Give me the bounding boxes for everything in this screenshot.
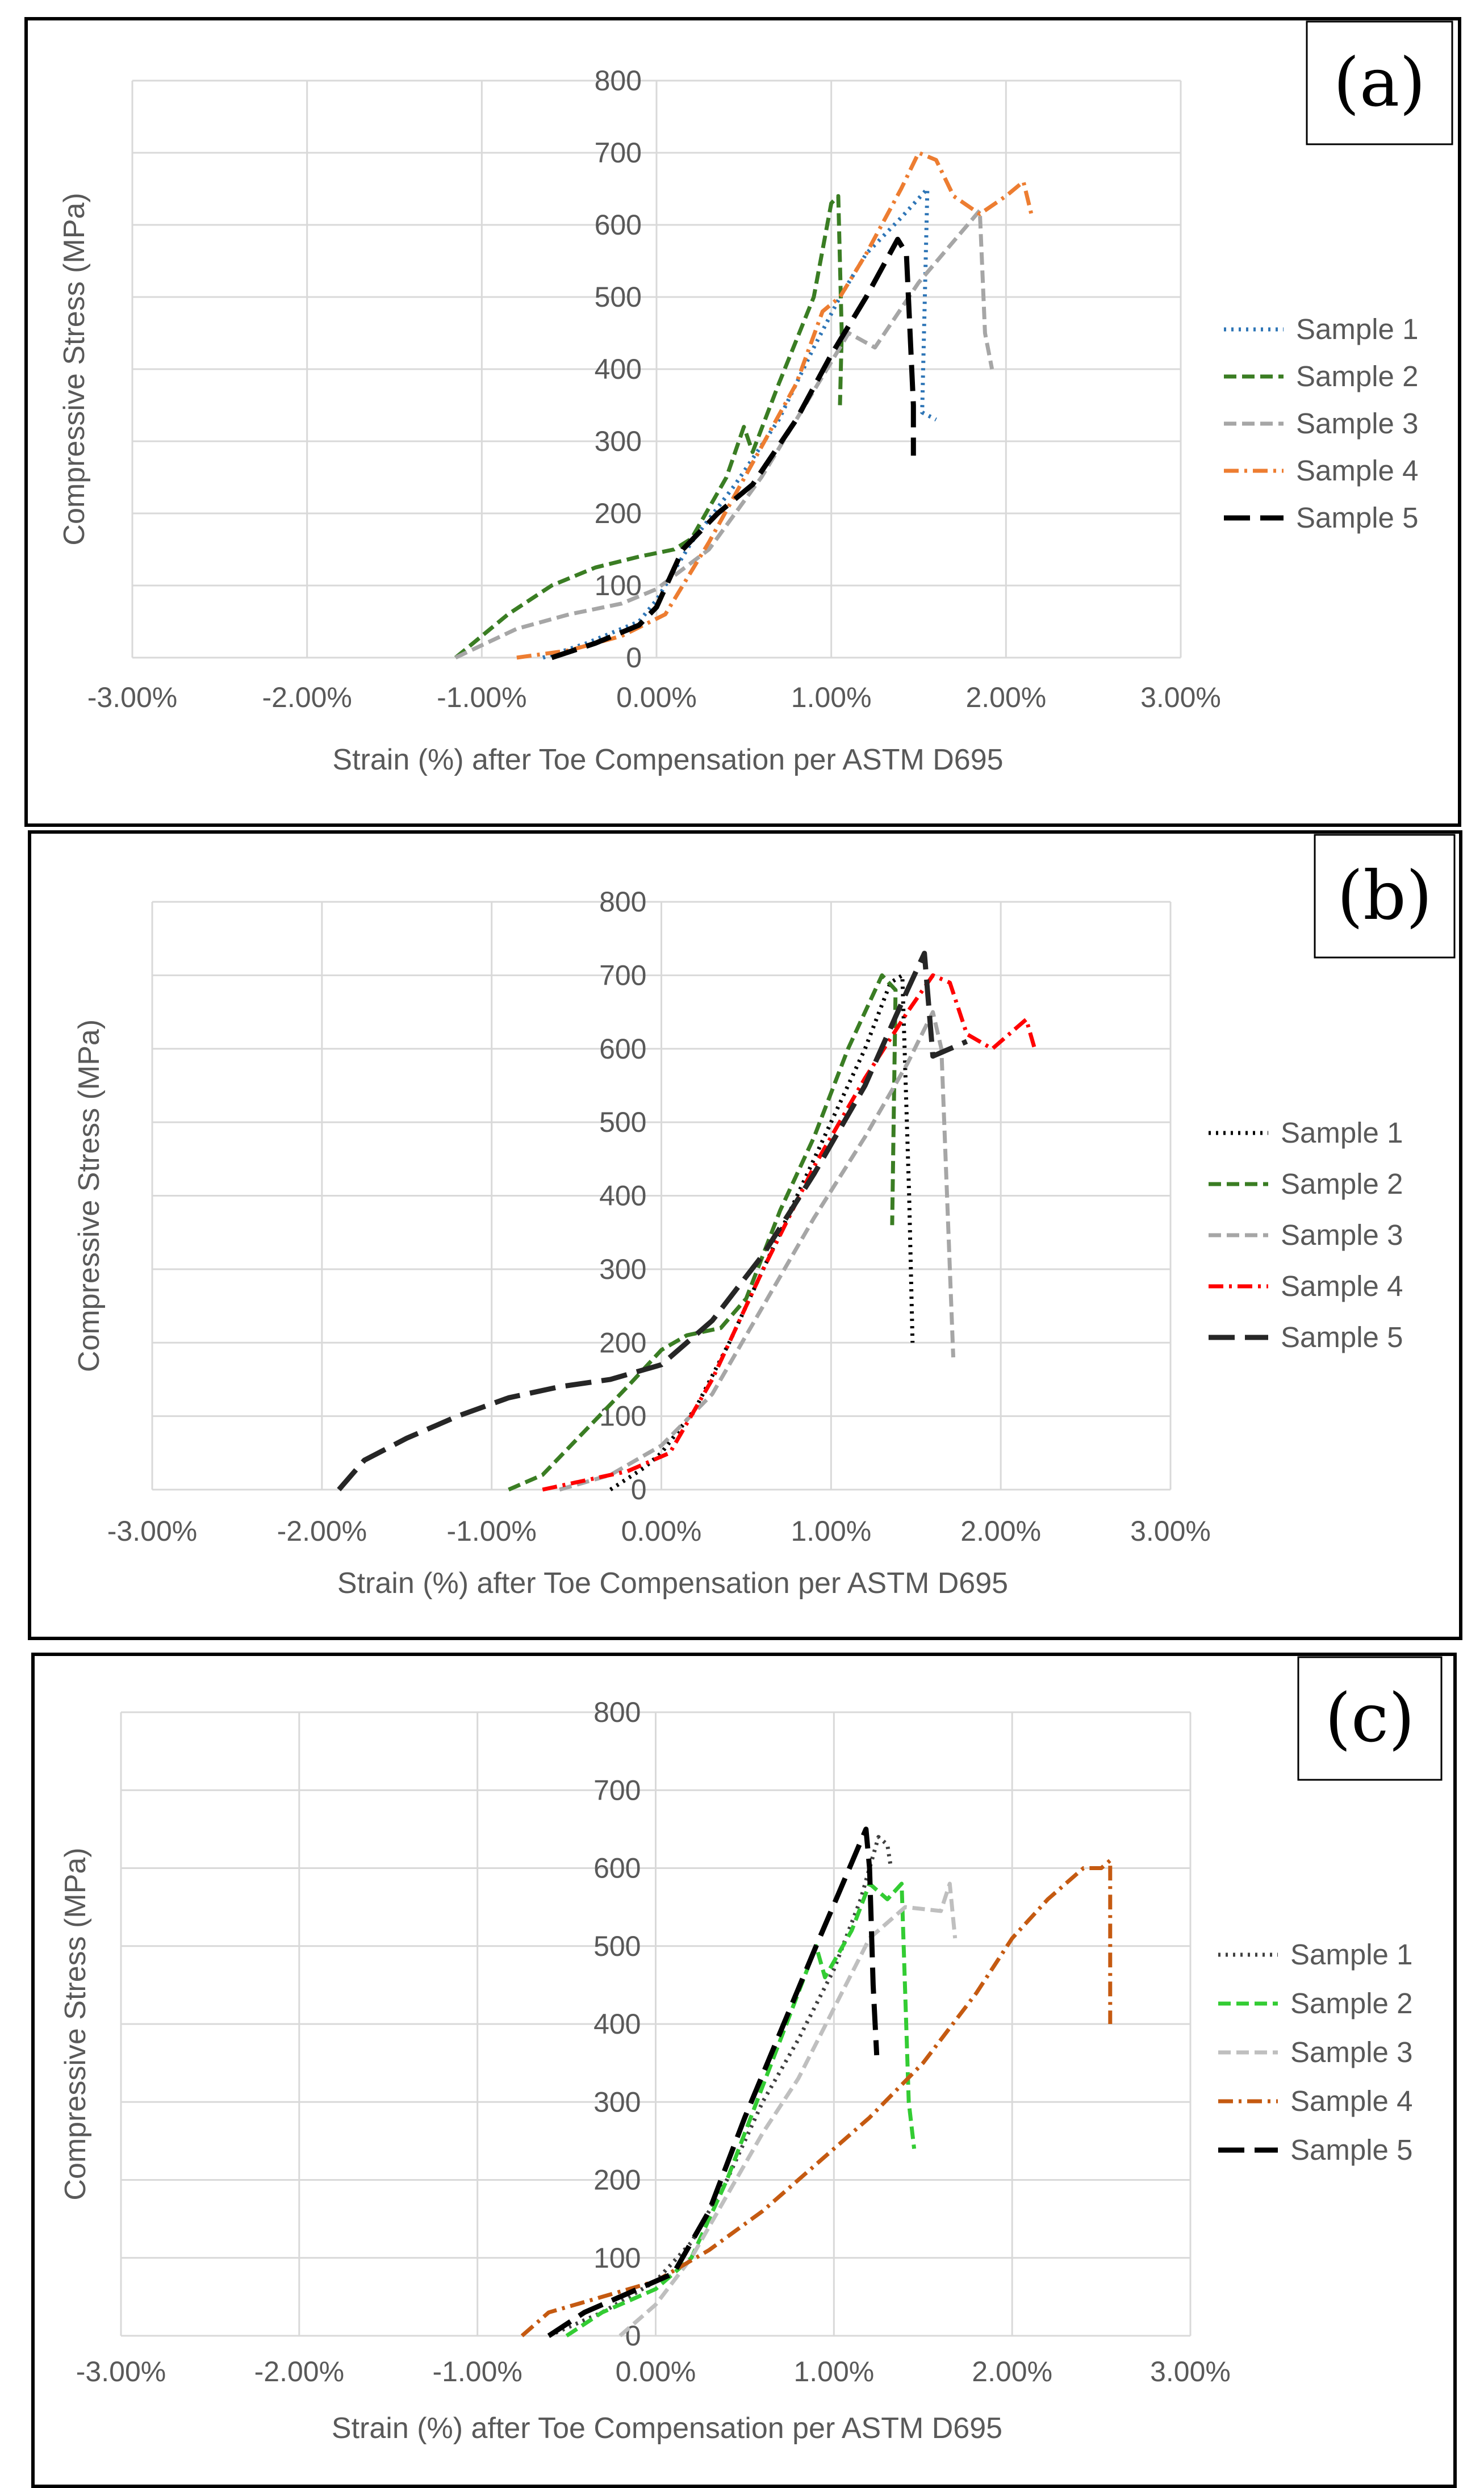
x-tick-label: 0.00% [616, 681, 697, 713]
legend: Sample 1 Sample 2 Sample 3 Sample 4 Sample 5 [1224, 313, 1418, 534]
series-line-sample-4 [516, 150, 1034, 660]
series-line-sample-4 [542, 973, 1037, 1492]
series-line-sample-1 [609, 973, 915, 1491]
legend: Sample 1 Sample 2 Sample 3 Sample 4 Sample 5 [1209, 1117, 1403, 1353]
y-tick-label: 800 [593, 1696, 641, 1728]
panel-label: (c) [1325, 1679, 1415, 1757]
panel-frame [31, 1653, 1457, 2488]
x-tick-label: 1.00% [793, 2356, 874, 2387]
y-tick-label: 600 [595, 209, 642, 241]
legend-label: Sample 3 [1281, 1219, 1403, 1251]
x-tick-label: 3.00% [1150, 2356, 1231, 2387]
x-tick-label: 1.00% [791, 1515, 871, 1547]
y-tick-label: 500 [595, 281, 642, 313]
y-tick-label: 400 [595, 353, 642, 385]
series-line-sample-5 [550, 236, 916, 660]
series-line-sample-4 [520, 1858, 1113, 2338]
legend-label: Sample 4 [1296, 454, 1418, 487]
y-tick-label: 400 [599, 1180, 646, 1212]
panel-label-box [1306, 20, 1453, 145]
y-tick-label: 0 [625, 2320, 641, 2352]
chart-panel-2: 0 100 200 300 400 500 600 700 800 -3.00% -2.00% -1.… [28, 830, 1462, 1640]
legend-label: Sample 4 [1281, 1270, 1403, 1302]
x-tick-label: -2.00% [262, 681, 352, 713]
x-tick-label: -1.00% [446, 1515, 536, 1547]
legend: Sample 1 Sample 2 Sample 3 Sample 4 Sample 5 [1218, 1938, 1412, 2166]
legend-label: Sample 1 [1296, 313, 1418, 345]
y-tick-label: 700 [593, 1774, 641, 1806]
y-axis-title: Compressive Stress (MPa) [73, 1019, 106, 1372]
y-tick-label: 600 [599, 1033, 646, 1065]
legend-label: Sample 3 [1290, 2036, 1412, 2068]
x-tick-label: -1.00% [432, 2356, 522, 2387]
legend-label: Sample 2 [1281, 1168, 1403, 1200]
y-tick-label: 200 [595, 497, 642, 529]
x-tick-label: 1.00% [791, 681, 872, 713]
x-tick-label: -3.00% [76, 2356, 166, 2387]
legend-label: Sample 5 [1296, 501, 1418, 534]
panel-label-box [1314, 834, 1456, 959]
legend-label: Sample 1 [1290, 1938, 1412, 1971]
legend-label: Sample 2 [1290, 1987, 1412, 2019]
x-tick-label: -2.00% [277, 1515, 367, 1547]
series-line-sample-2 [454, 194, 844, 659]
panel-label: (a) [1333, 43, 1426, 122]
y-tick-label: 800 [599, 886, 646, 918]
x-tick-label: 3.00% [1130, 1515, 1211, 1547]
legend-label: Sample 3 [1296, 407, 1418, 440]
x-tick-label: 2.00% [960, 1515, 1041, 1547]
panel-label-box [1297, 1656, 1443, 1781]
y-tick-label: 200 [593, 2164, 641, 2196]
y-tick-label: 300 [595, 425, 642, 457]
y-tick-label: 700 [595, 137, 642, 169]
y-tick-label: 200 [599, 1327, 646, 1358]
series-line-sample-1 [547, 1835, 893, 2338]
legend-label: Sample 5 [1290, 2134, 1412, 2166]
y-tick-label: 100 [599, 1400, 646, 1432]
x-tick-label: -3.00% [107, 1515, 197, 1547]
y-tick-label: 400 [593, 2008, 641, 2040]
y-axis-title: Compressive Stress (MPa) [58, 193, 91, 545]
y-tick-label: 500 [593, 1930, 641, 1962]
x-tick-label: 2.00% [965, 681, 1046, 713]
x-axis-title: Strain (%) after Toe Compensation per AS… [337, 1567, 1008, 1600]
legend-label: Sample 1 [1281, 1117, 1403, 1149]
y-tick-label: 600 [593, 1853, 641, 1884]
legend-label: Sample 2 [1296, 360, 1418, 392]
y-axis-title: Compressive Stress (MPa) [59, 1847, 92, 2200]
series-line-sample-5 [547, 1826, 880, 2338]
y-tick-label: 100 [593, 2242, 641, 2274]
y-tick-label: 700 [599, 959, 646, 991]
y-tick-label: 100 [595, 570, 642, 601]
x-tick-label: 3.00% [1140, 681, 1221, 713]
series-line-sample-3 [559, 1010, 955, 1492]
x-axis-title: Strain (%) after Toe Compensation per AS… [332, 743, 1003, 776]
chart-panel-1: 0 100 200 300 400 500 600 700 800 -3.00% -2.00% -1.… [24, 17, 1461, 827]
y-tick-label: 0 [631, 1474, 647, 1506]
series-line-sample-5 [337, 951, 968, 1491]
y-tick-label: 800 [595, 65, 642, 97]
series-line-sample-2 [508, 973, 898, 1492]
chart-panel-3: 0 100 200 300 400 500 600 700 800 -3.00% -2.00% -1.… [31, 1653, 1457, 2488]
y-tick-label: 500 [599, 1106, 646, 1138]
x-tick-label: 2.00% [972, 2356, 1052, 2387]
x-tick-label: 0.00% [621, 1515, 702, 1547]
y-tick-label: 0 [626, 642, 642, 674]
x-tick-label: 0.00% [616, 2356, 696, 2387]
panel-label: (b) [1337, 856, 1432, 935]
x-tick-label: -2.00% [254, 2356, 344, 2387]
legend-label: Sample 5 [1281, 1321, 1403, 1353]
legend-label: Sample 4 [1290, 2085, 1412, 2117]
y-tick-label: 300 [593, 2086, 641, 2118]
panel-frame [28, 830, 1462, 1640]
y-tick-label: 300 [599, 1253, 646, 1285]
x-tick-label: -1.00% [437, 681, 526, 713]
x-axis-title: Strain (%) after Toe Compensation per AS… [332, 2412, 1002, 2445]
x-tick-label: -3.00% [87, 681, 177, 713]
